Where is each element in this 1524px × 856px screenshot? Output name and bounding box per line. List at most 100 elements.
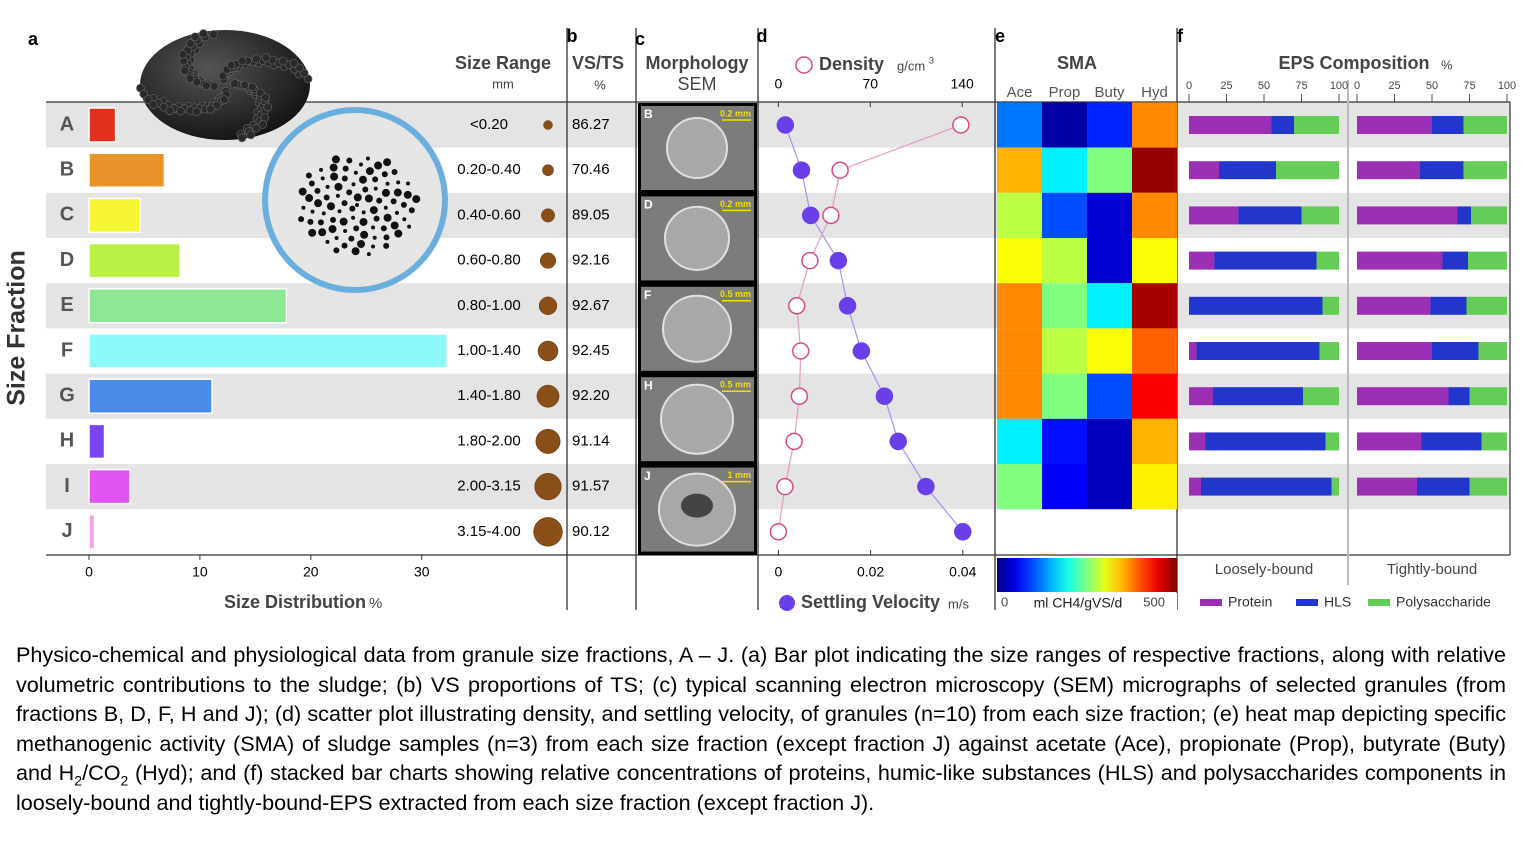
granule-texture [186, 39, 195, 48]
granule-dot [353, 170, 358, 175]
granule-dot [305, 194, 314, 203]
granule-dot [383, 234, 390, 241]
eps-segment [1357, 477, 1417, 496]
granule-dot [329, 163, 338, 172]
granule-dot [323, 194, 330, 201]
caption-subscript: 2 [74, 772, 83, 789]
granule-dot [394, 229, 403, 238]
granule-texture [180, 66, 189, 75]
granule-dot [341, 200, 348, 207]
heatmap-cell [997, 102, 1042, 148]
legend-unit: g/cm [897, 58, 925, 73]
granule-dot [407, 224, 412, 229]
density-point [952, 116, 970, 134]
heatmap-cell [1042, 418, 1087, 464]
density-point [769, 523, 788, 541]
size-marker [537, 340, 559, 362]
panel-label: b [567, 26, 578, 46]
granule-dot [403, 190, 412, 199]
x-tick-label: 0.04 [949, 564, 976, 580]
eps-segment [1213, 387, 1303, 406]
eps-segment [1331, 477, 1339, 496]
legend-unit: m/s [948, 596, 969, 611]
fraction-label: C [60, 204, 74, 226]
colorbar-tick-label: 0 [1001, 594, 1008, 609]
eps-segment [1189, 432, 1206, 451]
settling_velocity-point [852, 342, 871, 360]
settling_velocity-point [829, 251, 848, 270]
y-axis-label: Size Fraction [3, 250, 31, 406]
vs-ts-value: 91.57 [572, 478, 610, 495]
vs-ts-value: 70.46 [572, 161, 610, 178]
legend-swatch [1296, 599, 1318, 606]
granule-dot [357, 239, 366, 248]
sem-label: F [644, 288, 651, 302]
granule-dot [353, 193, 362, 202]
granule-dot [408, 207, 415, 214]
granule-texture [248, 82, 257, 92]
substrate-label: Prop [1049, 84, 1081, 101]
granule-dot [358, 162, 363, 167]
size-marker [533, 517, 563, 547]
bar [88, 107, 117, 143]
x-tick-label: 0 [1354, 80, 1360, 92]
settling_velocity-point [776, 116, 795, 134]
column-unit: mm [492, 76, 514, 91]
x-tick-label: 0.02 [857, 564, 884, 580]
x-axis-title: Size Distribution [224, 592, 366, 612]
eps-segment [1357, 251, 1443, 270]
granule-dot [385, 181, 390, 186]
x-axis-unit: % [369, 595, 382, 612]
x-tick-label: 20 [303, 564, 319, 580]
heatmap-cell [1132, 283, 1177, 329]
granule-dot [307, 218, 314, 225]
granule-dot [390, 221, 399, 230]
panel-label: d [757, 26, 768, 46]
vs-ts-value: 90.12 [572, 523, 610, 540]
legend-marker [779, 595, 795, 611]
fraction-label: G [59, 384, 75, 406]
eps-segment [1481, 432, 1507, 451]
granule-dot [351, 215, 356, 220]
granule-texture [246, 130, 256, 140]
legend-unit-sup: 3 [929, 55, 934, 65]
eps-segment [1276, 161, 1339, 180]
granule-texture [252, 123, 261, 133]
granule-dot [330, 172, 339, 181]
granule-dot [334, 182, 343, 191]
heatmap-cell [1087, 147, 1132, 193]
settling_velocity-point [917, 477, 935, 496]
granule-texture [220, 95, 229, 104]
sem-granule [664, 205, 730, 271]
legend-swatch [1200, 599, 1222, 606]
heatmap-cell [997, 373, 1042, 419]
vs-ts-value: 91.14 [572, 432, 610, 449]
granule-texture [192, 107, 201, 116]
size-marker [539, 252, 557, 269]
caption-subscript: 2 [120, 772, 129, 789]
x-tick-label: 0 [775, 564, 783, 580]
sem-scale: 0.2 mm [720, 108, 751, 118]
heatmap-cell [1087, 464, 1132, 510]
granule-dot [317, 219, 324, 226]
size-range: 1.40-1.80 [457, 387, 520, 404]
granule-dot [364, 194, 373, 203]
sem-granule [660, 383, 734, 455]
vs-ts-value: 89.05 [572, 206, 610, 223]
x-tick-label: 0 [774, 76, 782, 92]
granule-dot [373, 186, 378, 191]
heatmap-cell [1087, 238, 1132, 284]
settling_velocity-point [792, 161, 811, 179]
fraction-label: I [64, 475, 70, 497]
granule-texture [176, 106, 185, 116]
granule-dot [372, 176, 379, 183]
granule-texture [237, 56, 247, 66]
granule-texture [190, 32, 200, 42]
granule-dot [362, 186, 369, 193]
panel-name: Loosely-bound [1215, 561, 1313, 578]
granule-dot [371, 225, 376, 230]
caption-text: (Hyd); and (f) stacked bar charts showin… [16, 760, 1506, 815]
sem-cavity [681, 493, 713, 518]
granule-texture [206, 104, 215, 114]
size-range: 1.80-2.00 [457, 432, 520, 449]
